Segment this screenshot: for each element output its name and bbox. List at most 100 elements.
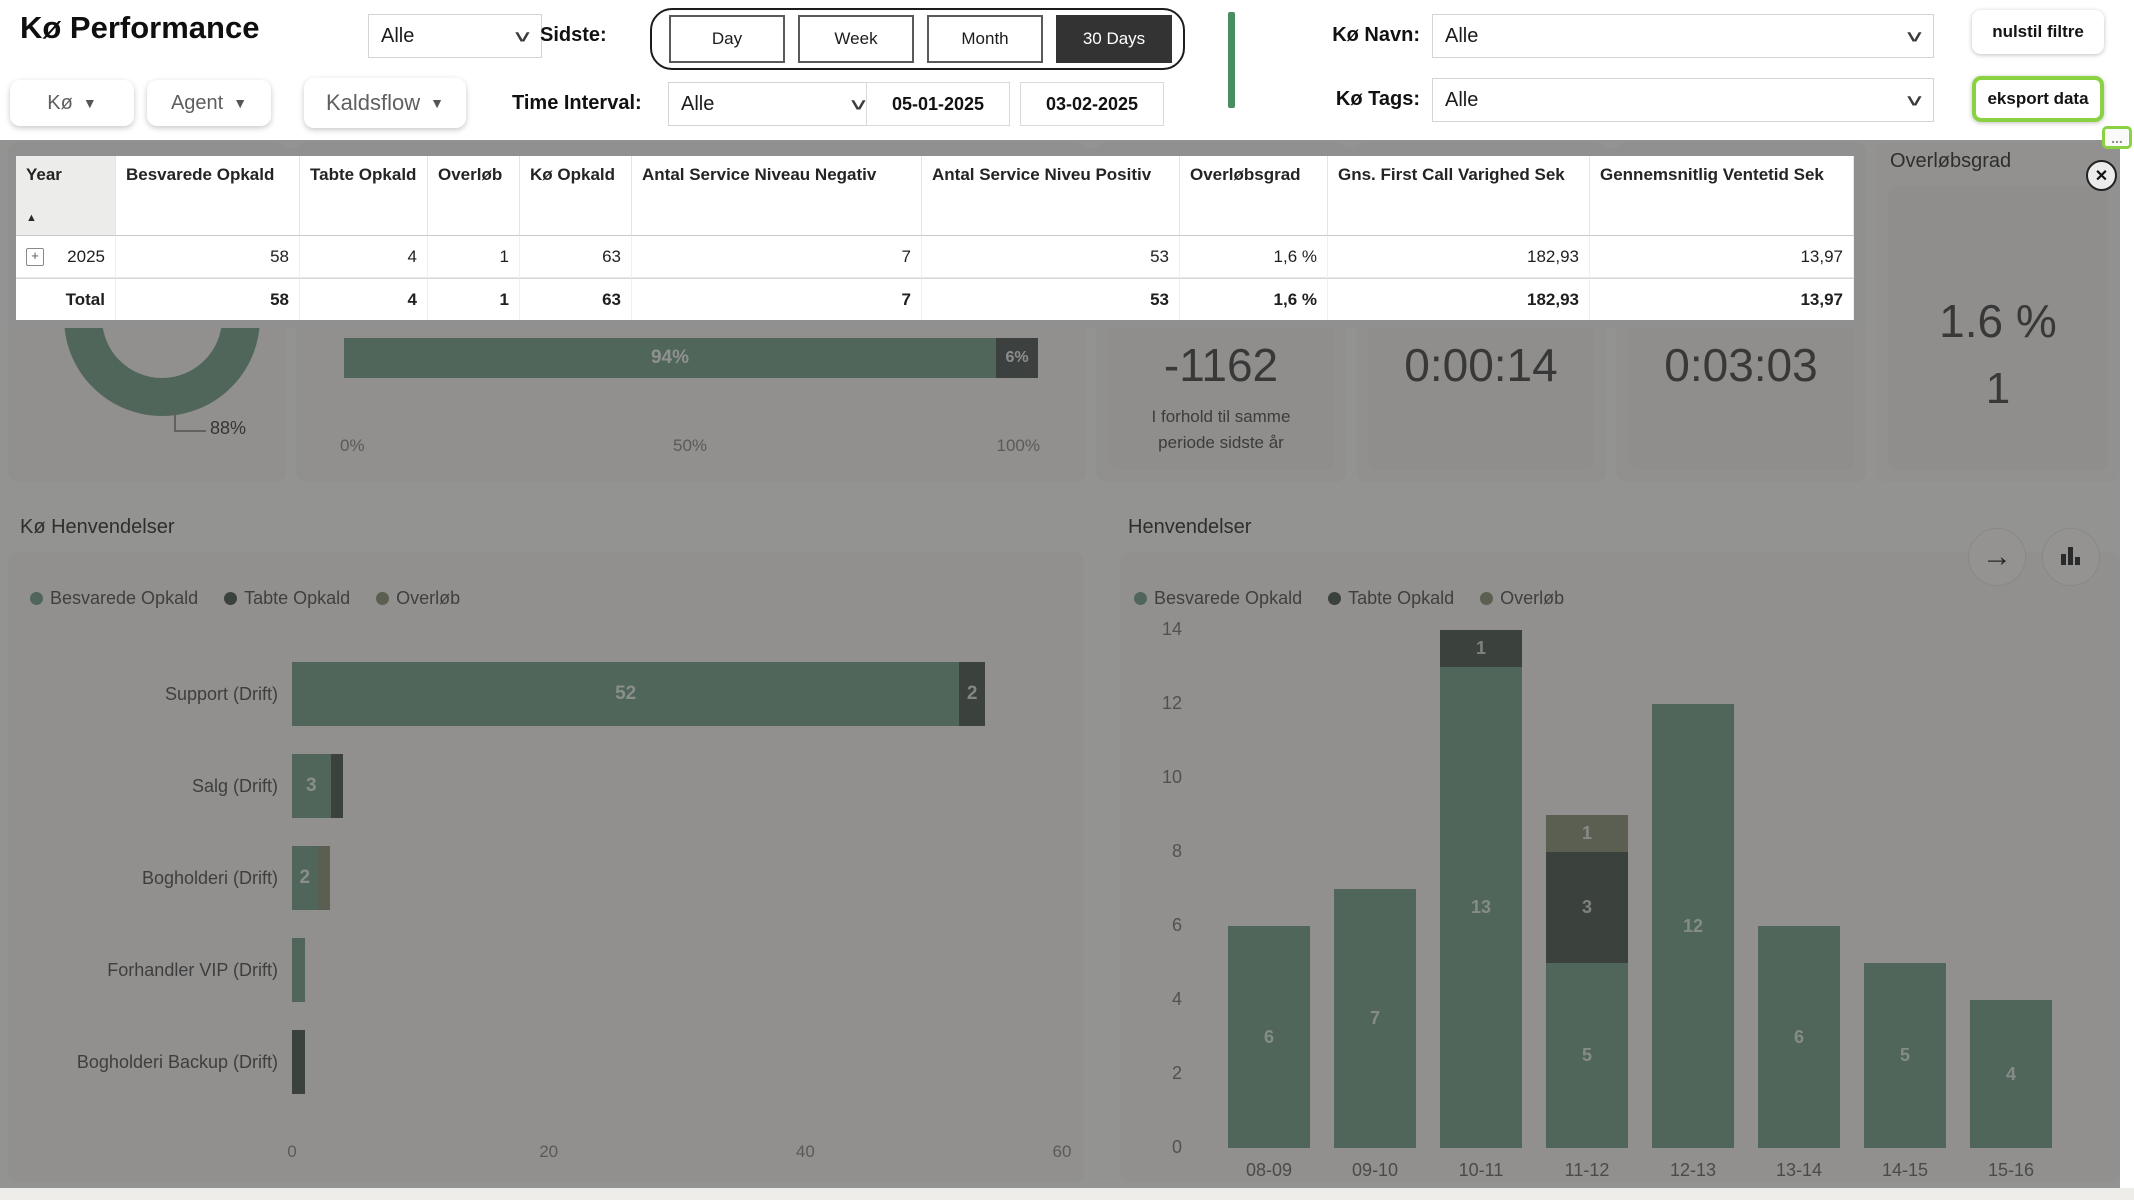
caret-down-icon: ▼ — [233, 95, 248, 111]
bar-value-label: 13 — [1470, 897, 1492, 917]
agent-filter-button[interactable]: Agent ▼ — [147, 80, 271, 126]
legend-item: Tabte Opkald — [224, 588, 350, 609]
period-button-day[interactable]: Day — [669, 15, 785, 63]
total-cell: 7 — [632, 278, 922, 320]
hourly-bar-segment[interactable]: 7 — [1334, 889, 1416, 1148]
overlob-count-value: 1 — [1985, 364, 2011, 413]
hourly-column: 5 — [1852, 963, 1958, 1148]
hourly-column: 6 — [1216, 926, 1322, 1148]
table-cell: 63 — [520, 236, 632, 278]
donut-value-label: 88% — [210, 418, 247, 438]
date-from-field[interactable]: 05-01-2025 — [866, 82, 1010, 126]
ko-navn-dropdown[interactable]: Alle ∨ — [1432, 14, 1934, 58]
x-axis-tick: 09-10 — [1351, 1160, 1399, 1180]
service-level-bar: 94% 6% — [344, 338, 1038, 378]
reset-filters-button[interactable]: nulstil filtre — [1972, 10, 2104, 54]
queue-bar-chart: Support (Drift) 52 2 Salg (Drift) 3 Bogholder… — [8, 648, 1084, 1108]
period-button-week[interactable]: Week — [798, 15, 914, 63]
close-icon: ✕ — [2094, 167, 2109, 185]
queue-bar-segment[interactable] — [317, 846, 331, 910]
kaldsflow-filter-label: Kaldsflow — [325, 90, 421, 115]
y-axis-tick: 2 — [1171, 1063, 1182, 1083]
kaldsflow-filter-button[interactable]: Kaldsflow ▼ — [304, 78, 466, 128]
more-options-button[interactable]: ... — [2102, 126, 2132, 149]
total-label: Total — [65, 289, 105, 309]
horizontal-scrollbar[interactable] — [0, 1188, 2134, 1200]
time-interval-dropdown[interactable]: Alle ∨ — [668, 82, 878, 126]
total-cell: 1 — [428, 278, 520, 320]
hourly-bar-segment[interactable]: 1 — [1546, 815, 1628, 852]
hourly-bar-segment[interactable]: 1 — [1440, 630, 1522, 667]
caption-line-2: periode sidste år — [1158, 433, 1284, 452]
table-header-col[interactable]: Antal Service Niveu Positiv — [922, 156, 1180, 236]
queue-bar-row: Bogholderi (Drift) 2 — [8, 832, 1084, 924]
bar-value-label: 5 — [1581, 1045, 1592, 1065]
queue-bar-segment[interactable]: 52 — [292, 662, 960, 726]
hourly-column: 13 1 — [1428, 630, 1534, 1148]
page-title: Kø Performance — [20, 10, 260, 45]
total-cell: 1,6 % — [1180, 278, 1328, 320]
x-axis-tick: 12-13 — [1669, 1160, 1717, 1180]
expand-icon[interactable]: + — [26, 247, 44, 266]
table-header-label: Kø Opkald — [530, 165, 616, 184]
table-header-col[interactable]: Gennemsnitlig Ventetid Sek — [1590, 156, 1854, 236]
sort-ascending-icon: ▲ — [26, 212, 37, 224]
table-header-col[interactable]: Antal Service Niveau Negativ — [632, 156, 922, 236]
export-data-button[interactable]: eksport data — [1972, 76, 2104, 122]
queue-bar-segment[interactable]: 2 — [959, 662, 985, 726]
y-axis-tick: 6 — [1171, 915, 1182, 935]
hourly-bar-segment[interactable]: 3 — [1546, 852, 1628, 963]
table-header-col[interactable]: Gns. First Call Varighed Sek — [1328, 156, 1590, 236]
hourly-bar-segment[interactable]: 6 — [1228, 926, 1310, 1148]
table-header-label: Overløb — [438, 165, 503, 184]
queue-bar-segment[interactable] — [292, 938, 305, 1002]
chart-type-button[interactable] — [2042, 528, 2100, 586]
table-header-col[interactable]: Tabte Opkald — [300, 156, 428, 236]
close-button[interactable]: ✕ — [2086, 160, 2117, 191]
period-button-30-days[interactable]: 30 Days — [1056, 15, 1172, 63]
ko-filter-button[interactable]: Kø ▼ — [10, 80, 134, 126]
table-header-year[interactable]: Year ▲ — [16, 156, 116, 236]
axis-tick-0: 0% — [340, 436, 365, 455]
hourly-bar-segment[interactable]: 13 — [1440, 667, 1522, 1148]
table-header-col[interactable]: Besvarede Opkald — [116, 156, 300, 236]
hourly-column: 4 — [1958, 1000, 2064, 1148]
queue-bar-stack: 2 — [292, 846, 331, 910]
queue-bar-segment[interactable] — [292, 1030, 305, 1094]
table-header-col[interactable]: Overløbsgrad — [1180, 156, 1328, 236]
service-level-negative-segment[interactable]: 6% — [996, 338, 1038, 378]
hourly-bar-segment[interactable]: 12 — [1652, 704, 1734, 1148]
bar-value-label: 6 — [1793, 1026, 1804, 1047]
table-header-col[interactable]: Overløb — [428, 156, 520, 236]
chevron-down-icon: ∨ — [511, 26, 534, 45]
table-header-label: Gns. First Call Varighed Sek — [1338, 165, 1565, 184]
queue-bar-segment[interactable]: 3 — [292, 754, 331, 818]
table-header-label: Besvarede Opkald — [126, 165, 275, 184]
table-cell: 7 — [632, 236, 922, 278]
handle-time-value: 0:03:03 — [1664, 339, 1818, 391]
ko-tags-dropdown[interactable]: Alle ∨ — [1432, 78, 1934, 122]
overlob-pct-value: 1.6 % — [1939, 295, 2057, 347]
date-to-field[interactable]: 03-02-2025 — [1020, 82, 1164, 126]
bar-value-label: 3 — [1581, 897, 1592, 917]
table-header-col[interactable]: Kø Opkald — [520, 156, 632, 236]
hourly-bar-segment[interactable]: 5 — [1864, 963, 1946, 1148]
hourly-bar-segment[interactable]: 5 — [1546, 963, 1628, 1148]
hourly-bar-segment[interactable]: 6 — [1758, 926, 1840, 1148]
ko-tags-label: Kø Tags: — [1335, 87, 1420, 110]
hourly-bar-segment[interactable]: 4 — [1970, 1000, 2052, 1148]
ko-filter-label: Kø — [47, 91, 73, 114]
agent-filter-label: Agent — [170, 91, 224, 114]
period-button-month[interactable]: Month — [927, 15, 1043, 63]
y-axis-tick: 4 — [1171, 989, 1182, 1009]
drill-arrow-button[interactable]: → — [1968, 528, 2026, 586]
queue-bar-row: Bogholderi Backup (Drift) — [8, 1016, 1084, 1108]
service-level-positive-segment[interactable]: 94% — [344, 338, 996, 378]
table-header-label: Gennemsnitlig Ventetid Sek — [1600, 165, 1824, 184]
queue-bar-segment[interactable] — [330, 754, 344, 818]
caret-down-icon: ▼ — [430, 95, 444, 111]
matrix-table: Year ▲ Besvarede Opkald Tabte Opkald Overløb… — [16, 156, 1854, 320]
overlob-panel-title: Overløbsgrad — [1890, 150, 2012, 172]
top-filter-dropdown[interactable]: Alle ∨ — [368, 14, 542, 58]
queue-bar-segment[interactable]: 2 — [292, 846, 318, 910]
